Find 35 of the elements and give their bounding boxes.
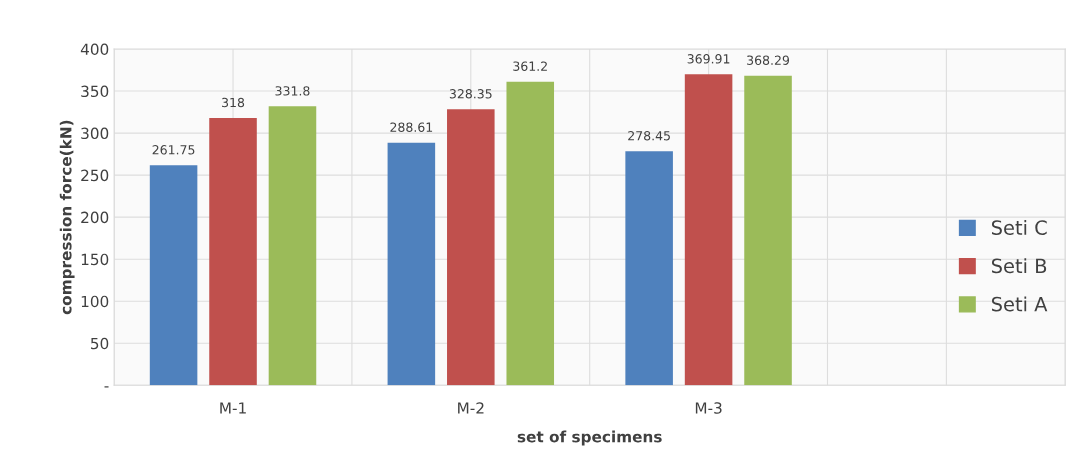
bar [387,142,436,386]
y-tick-label: 300 [81,127,109,140]
bar [684,74,733,386]
bar [447,109,495,386]
y-tick-label: 150 [81,253,109,266]
y-tick-label: 100 [81,295,109,308]
data-label: 361.2 [513,61,547,71]
data-label: 331.8 [275,86,310,96]
data-label: 369.91 [687,54,730,64]
bar [268,106,317,386]
data-label: 278.45 [628,131,670,141]
legend-label: Seti C [991,219,1047,235]
y-tick-label: 50 [91,337,109,350]
y-tick-label: 200 [81,211,109,224]
x-axis-title: set of specimens [517,430,662,446]
bar [625,151,673,386]
y-tick-label: 250 [81,169,109,182]
bar [209,117,257,386]
y-axis-title: compression force(kN) [59,120,75,315]
x-tick-label: M-2 [458,402,484,414]
data-label: 318 [222,97,245,108]
data-label: 288.61 [390,122,433,132]
y-tick-label: - [104,386,109,388]
data-label: 368.29 [747,55,790,65]
data-label: 261.75 [152,145,195,155]
bar [149,165,198,386]
y-tick-label: 350 [81,85,109,98]
data-label: 328.35 [449,89,492,99]
bar [506,81,555,386]
x-tick-label: M-3 [695,402,722,414]
bar [744,75,792,386]
legend-label: Seti A [991,296,1048,312]
x-tick-label: M-1 [220,402,246,414]
legend-label: Seti B [991,258,1047,274]
y-tick-label: 400 [80,43,109,56]
